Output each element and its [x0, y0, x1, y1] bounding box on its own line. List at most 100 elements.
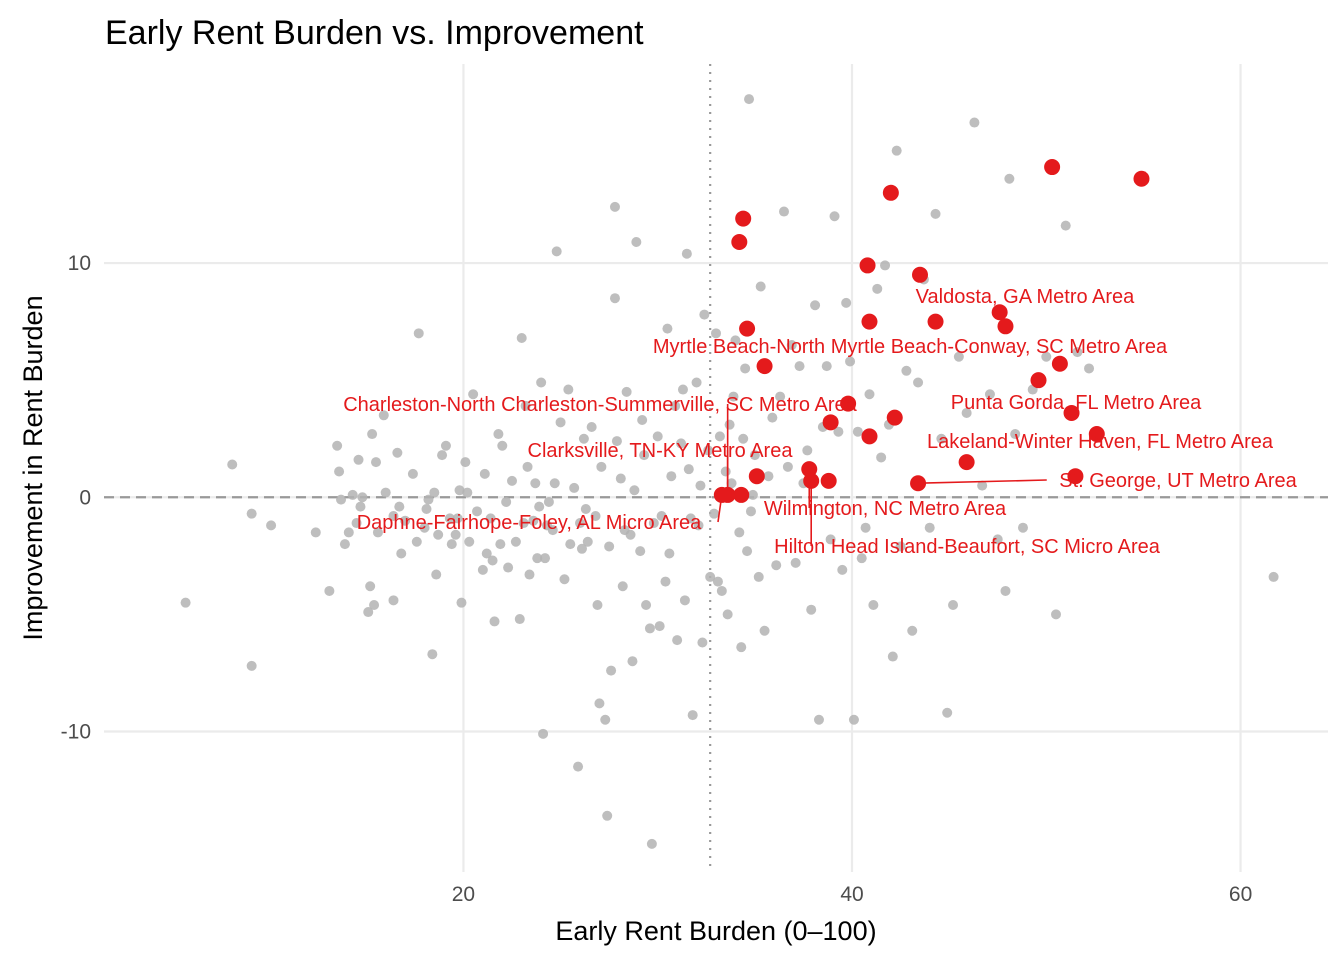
highlighted-point — [861, 428, 878, 445]
scatter-point — [522, 461, 533, 472]
scatter-point — [705, 571, 716, 582]
scatter-point — [621, 386, 632, 397]
scatter-point — [378, 410, 389, 421]
scatter-point — [575, 518, 585, 529]
scatter-point — [310, 527, 321, 538]
scatter-point — [736, 642, 747, 653]
highlighted-point — [731, 233, 748, 250]
label-leader-line — [918, 479, 1047, 485]
scatter-point — [596, 461, 607, 472]
scatter-point — [600, 714, 611, 725]
scatter-point — [419, 522, 430, 533]
scatter-point — [930, 208, 941, 219]
scatter-point — [984, 389, 995, 400]
scatter-point — [712, 576, 723, 587]
scatter-point — [664, 548, 675, 559]
scatter-point — [565, 539, 576, 550]
scatter-point — [876, 452, 887, 463]
scatter-point — [738, 433, 749, 444]
highlighted-point — [859, 257, 876, 274]
scatter-point — [627, 656, 638, 667]
scatter-point — [779, 206, 789, 217]
scatter-point — [246, 660, 257, 671]
point-label: Charleston-North Charleston-Summerville,… — [343, 394, 857, 416]
scatter-point — [555, 417, 566, 428]
scatter-point — [782, 461, 793, 472]
scatter-point — [413, 328, 424, 339]
scatter-point — [656, 511, 667, 522]
scatter-point — [227, 459, 238, 470]
scatter-point — [615, 473, 626, 484]
scatter-point — [497, 440, 508, 451]
scatter-point — [977, 480, 988, 491]
axis-ticks: 20 40 60 -10 0 10 — [61, 252, 1253, 906]
scatter-point — [528, 515, 539, 526]
highlighted-point — [886, 409, 903, 426]
scatter-point — [709, 508, 720, 519]
scatter-point — [699, 309, 710, 320]
scatter-point — [602, 810, 613, 821]
scatter-point — [691, 377, 702, 388]
scatter-point — [864, 389, 875, 400]
scatter-point — [625, 529, 636, 540]
scatter-point — [609, 293, 620, 304]
scatter-point — [516, 333, 527, 344]
scatter-point — [592, 600, 603, 611]
scatter-point — [460, 457, 471, 468]
scatter-point — [672, 635, 683, 646]
scatter-point — [1004, 173, 1015, 184]
scatter-point — [372, 527, 383, 538]
scatter-point — [532, 553, 543, 564]
highlighted-point — [803, 472, 820, 489]
scatter-point — [411, 536, 422, 547]
scatter-point — [388, 511, 399, 522]
highlighted-point — [748, 468, 765, 485]
scatter-point — [948, 600, 959, 611]
scatter-point — [644, 623, 655, 634]
scatter-point — [631, 236, 642, 247]
scatter-point — [371, 457, 381, 468]
scatter-point — [347, 489, 358, 500]
scatter-point — [454, 485, 465, 496]
y-tick-label: 0 — [79, 486, 91, 509]
scatter-point — [749, 450, 760, 461]
scatter-point — [742, 546, 753, 557]
scatter-point — [895, 541, 906, 552]
scatter-point — [573, 761, 584, 772]
scatter-point — [763, 471, 774, 482]
scatter-point — [891, 145, 902, 156]
highlighted-point — [735, 210, 752, 227]
scatter-point — [1060, 220, 1071, 231]
scatter-point — [538, 728, 549, 739]
scatter-point — [472, 506, 483, 517]
x-tick-label: 40 — [840, 883, 863, 906]
point-label: Hilton Head Island-Beaufort, SC Micro Ar… — [774, 536, 1161, 558]
scatter-point — [848, 714, 859, 725]
scatter-point — [716, 585, 727, 596]
scatter-point — [953, 351, 964, 362]
scatter-point — [495, 539, 506, 550]
scatter-point — [367, 429, 378, 440]
scatter-point — [856, 553, 867, 564]
scatter-point — [180, 597, 191, 608]
scatter-point — [755, 281, 766, 292]
scatter-point — [1072, 347, 1083, 358]
scatter-point — [868, 600, 879, 611]
scatter-point — [683, 464, 694, 475]
scatter-point — [837, 564, 848, 575]
scatter-point — [829, 211, 840, 222]
scatter-point — [518, 518, 529, 529]
y-tick-label: 10 — [68, 252, 91, 275]
point-label: Myrtle Beach-North Myrtle Beach-Conway, … — [653, 336, 1168, 358]
scatter-point — [355, 501, 366, 512]
scatter-point — [695, 480, 706, 491]
scatter-point — [730, 335, 741, 346]
scatter-point — [586, 422, 597, 433]
scatter-point — [880, 260, 891, 271]
scatter-point — [446, 539, 457, 550]
scatter-point — [427, 649, 438, 660]
scatter-point — [961, 407, 972, 418]
scatter-point — [679, 595, 690, 606]
scatter-point — [543, 496, 554, 507]
scatter-point — [907, 625, 918, 636]
